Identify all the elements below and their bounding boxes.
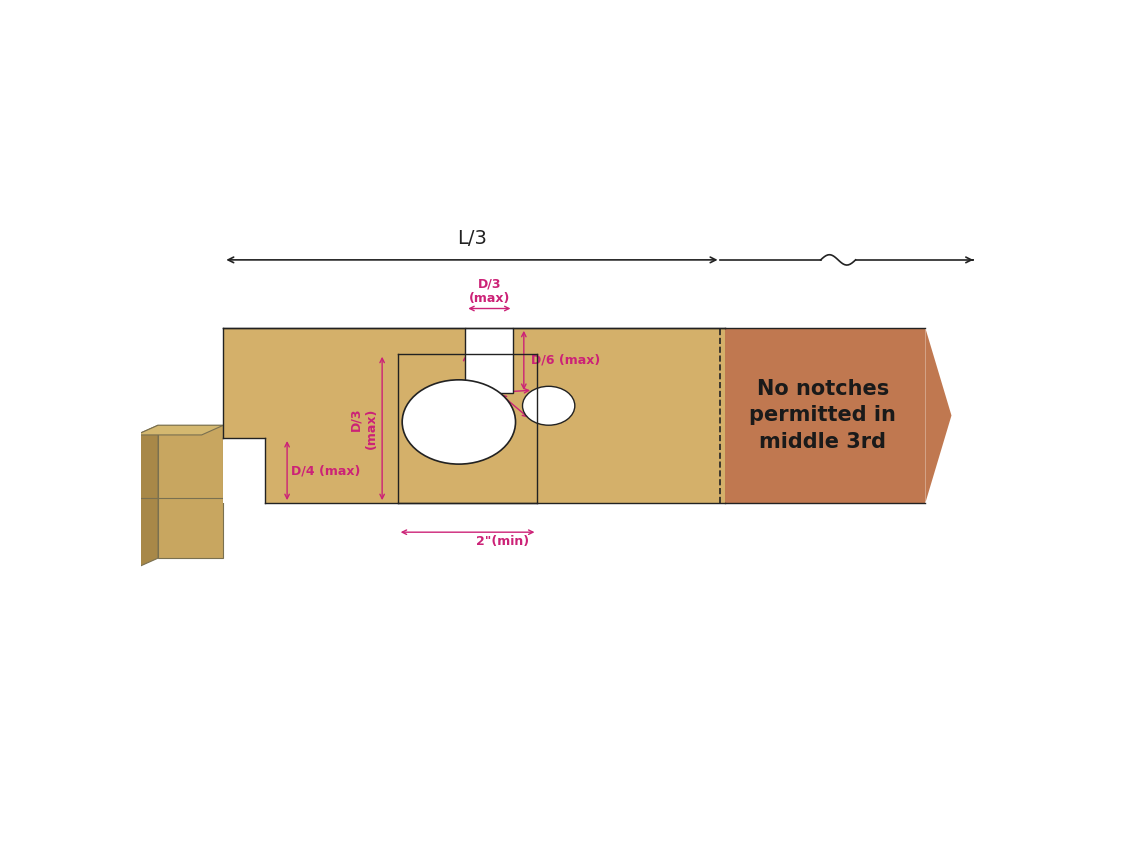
Text: L/3: L/3 (457, 229, 487, 248)
Text: 2"
(min): 2" (min) (460, 345, 498, 385)
Text: 2"(min): 2"(min) (476, 536, 529, 548)
Bar (158, 425, 224, 558)
Bar (466, 328, 513, 392)
Polygon shape (136, 425, 158, 568)
Text: D/3
(max): D/3 (max) (469, 277, 510, 306)
Bar (224, 438, 266, 503)
Bar (224, 328, 724, 503)
Bar (724, 328, 925, 503)
Text: D/4 (max): D/4 (max) (291, 464, 361, 477)
Text: D/3
(max): D/3 (max) (350, 408, 378, 449)
Text: D/6 (max): D/6 (max) (531, 354, 600, 367)
Polygon shape (925, 328, 952, 503)
Text: 2"
(min): 2" (min) (523, 387, 562, 425)
Circle shape (403, 380, 515, 464)
Polygon shape (136, 425, 224, 435)
Text: No notches
permitted in
middle 3rd: No notches permitted in middle 3rd (749, 379, 897, 452)
Bar (724, 328, 925, 503)
Circle shape (522, 386, 575, 425)
